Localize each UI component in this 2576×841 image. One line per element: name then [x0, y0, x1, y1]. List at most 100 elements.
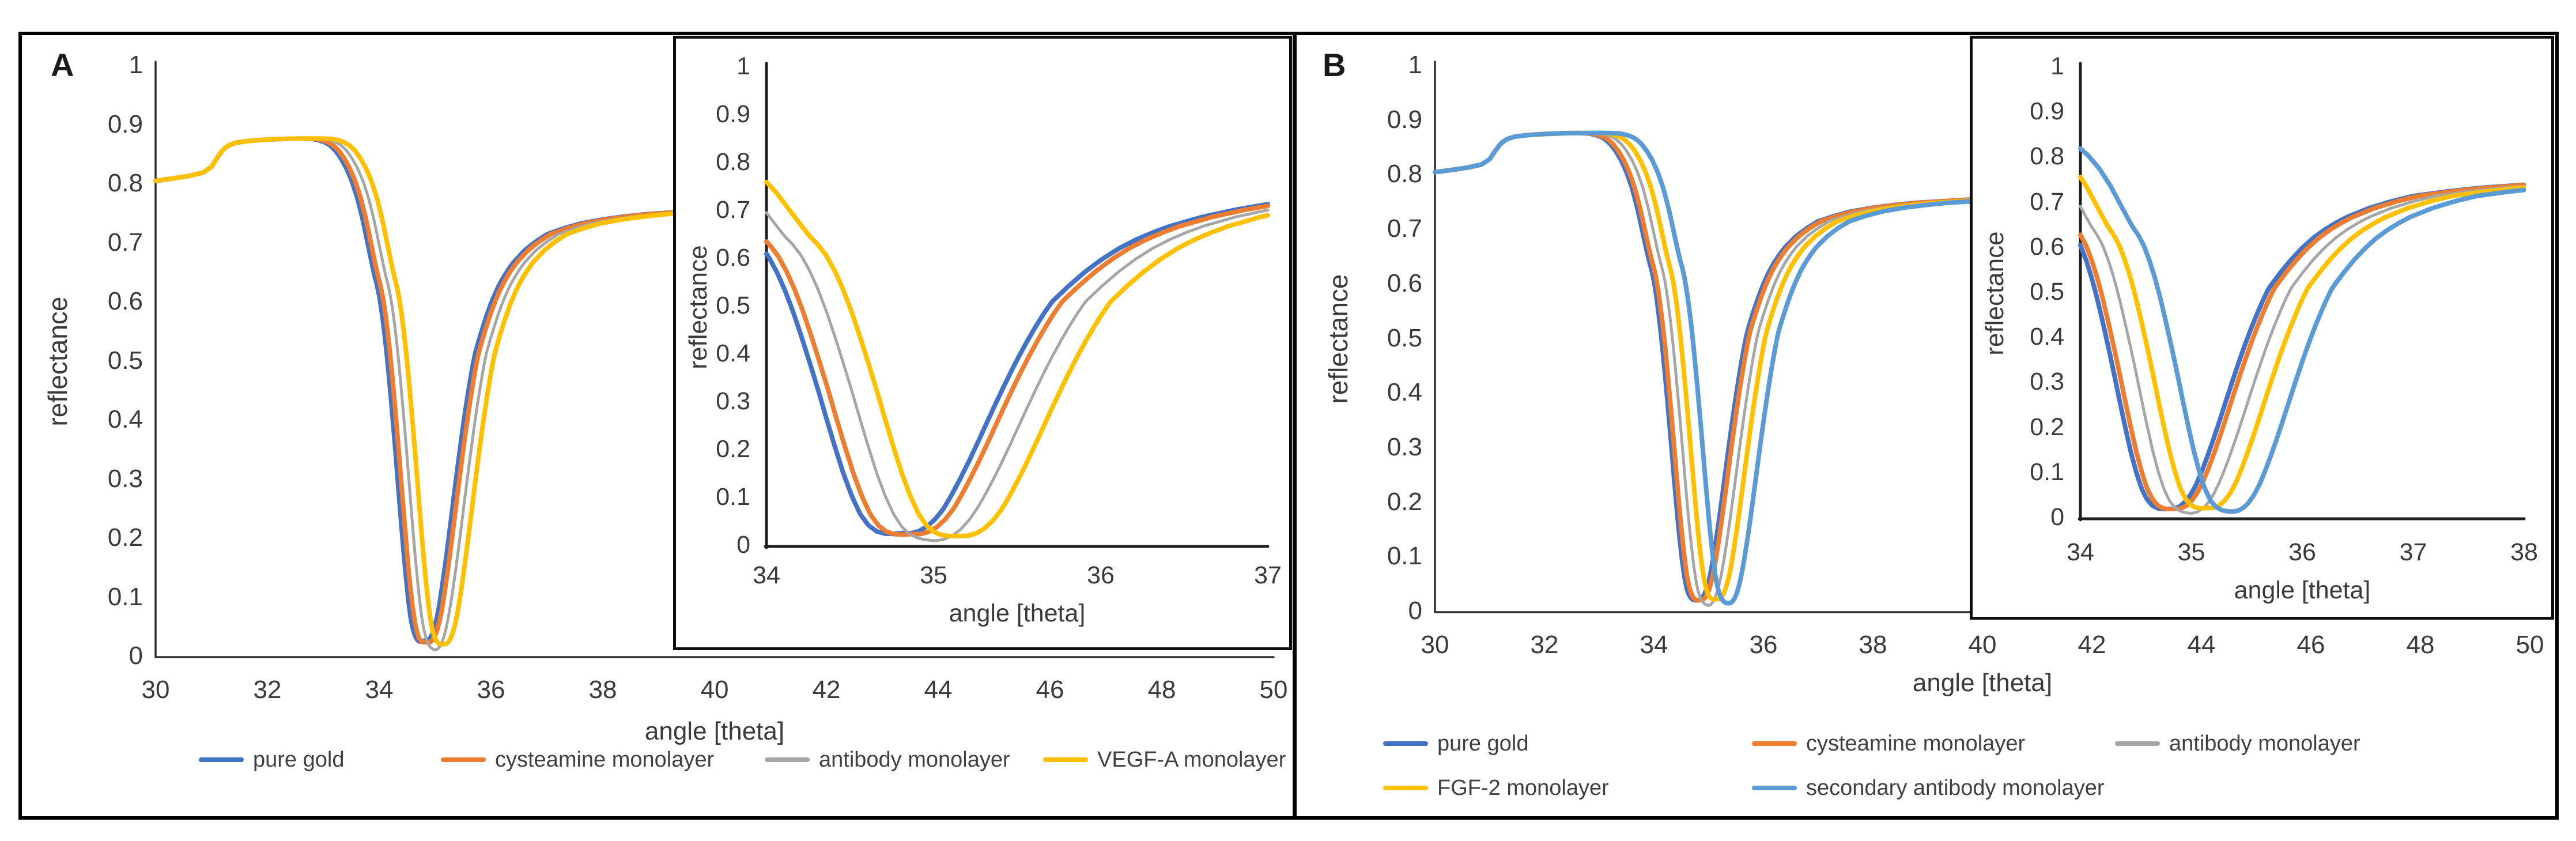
panel-a-inset-y-tick-label: 0.9 — [716, 100, 750, 128]
panel-a-x-tick-label: 36 — [477, 676, 505, 704]
panel-a-x-tick-label: 34 — [365, 676, 394, 704]
panel-a-x-axis-title: angle [theta] — [644, 717, 785, 745]
panel-b-y-tick-label: 0.5 — [1387, 323, 1422, 352]
panel-b-y-tick-label: 0.3 — [1387, 432, 1422, 461]
panel-b-y-tick-label: 0 — [1408, 597, 1422, 625]
panel-a-inset-x-tick-label: 37 — [1254, 561, 1282, 589]
panel-a-y-tick-label: 0.8 — [107, 169, 143, 197]
panel-a-y-tick-label: 0.6 — [107, 287, 143, 315]
panel-a-inset-series-curve-pure-gold — [764, 202, 1270, 537]
panel-a-inset-y-tick-label: 0.8 — [716, 148, 750, 176]
panel-a-x-tick-label: 42 — [812, 676, 841, 704]
panel-a-x-tick-label: 48 — [1147, 676, 1176, 704]
legend-item: antibody monolayer — [2115, 727, 2360, 760]
panel-b-y-tick-label: 0.4 — [1387, 378, 1422, 407]
panel-b-y-tick-label: 1 — [1408, 51, 1422, 79]
panel-a-inset-series-curve-antibody-monolayer — [765, 208, 1270, 542]
panel-a-inset-y-tick-label: 1 — [736, 52, 750, 80]
panel-a-inset-y-tick-label: 0.2 — [716, 435, 750, 463]
panel-b-inset-series-curve-antibody-monolayer — [2079, 184, 2525, 515]
panel-a-inset-x-axis-title: angle [theta] — [949, 599, 1086, 627]
panel-b-inset-y-tick-label: 0.8 — [2030, 142, 2064, 171]
legend-swatch — [2115, 741, 2160, 746]
legend-item: secondary antibody monolayer — [1752, 772, 2105, 804]
legend-swatch — [1752, 741, 1797, 746]
legend-label: antibody monolayer — [2169, 731, 2360, 756]
panel-b-inset-y-tick-label: 0.9 — [2030, 97, 2064, 126]
panel-b-x-tick-label: 44 — [2187, 631, 2216, 659]
panel-b-inset-y-tick-label: 0.2 — [2030, 413, 2064, 441]
legend-swatch — [199, 757, 244, 762]
legend-label: cysteamine monolayer — [1806, 731, 2026, 756]
panel-divider — [1293, 32, 1297, 820]
legend-swatch — [1043, 757, 1088, 762]
panel-b-inset-x-tick-label: 34 — [2067, 538, 2094, 566]
panel-b-y-tick-label: 0.1 — [1387, 542, 1422, 571]
panel-a-inset-y-tick-label: 0.4 — [716, 340, 750, 367]
panel-b-x-tick-label: 32 — [1530, 631, 1559, 659]
panel-b-inset-x-tick-label: 36 — [2288, 538, 2316, 566]
panel-a-x-tick-label: 44 — [924, 676, 953, 704]
legend-label: VEGF-A monolayer — [1097, 747, 1286, 772]
panel-b-x-tick-label: 36 — [1749, 631, 1778, 659]
panel-b-x-tick-label: 48 — [2406, 631, 2435, 659]
panel-b-inset-y-tick-label: 0.4 — [2030, 323, 2064, 351]
panel-a-y-tick-label: 0.3 — [107, 464, 143, 493]
panel-a-y-tick-label: 0.5 — [107, 346, 143, 375]
panel-b-x-tick-label: 40 — [1968, 631, 1997, 659]
panel-a-x-tick-label: 50 — [1259, 676, 1288, 704]
panel-a-x-tick-label: 38 — [588, 676, 617, 704]
figure-border — [18, 32, 2559, 820]
panel-b-inset-series-curve-FGF-2-monolayer — [2078, 175, 2526, 511]
panel-b-y-tick-label: 0.8 — [1387, 160, 1422, 188]
panel-a-y-tick-label: 1 — [129, 51, 143, 79]
panel-a-inset-x-tick-label: 36 — [1087, 561, 1115, 589]
panel-b-inset-series-curve-cysteamine-monolayer — [2078, 183, 2526, 512]
panel-b-x-tick-label: 30 — [1421, 631, 1449, 659]
legend-item: cysteamine monolayer — [1752, 727, 2025, 760]
panel-b-x-tick-label: 46 — [2297, 631, 2325, 659]
panel-b-x-tick-label: 34 — [1640, 631, 1668, 659]
panel-b-inset-y-tick-label: 0.7 — [2030, 187, 2064, 216]
panel-a-inset-series-curve-cysteamine-monolayer — [764, 203, 1270, 537]
panel-a-inset-x-tick-label: 35 — [920, 561, 947, 589]
panel-a-inset-series-curve-VEGF-A-monolayer — [764, 179, 1270, 539]
panel-a-y-tick-label: 0.1 — [107, 582, 143, 611]
panel-a-inset-y-tick-label: 0.1 — [716, 483, 750, 511]
panel-b-inset-series-curve-secondary-antibody-monolayer — [2078, 146, 2526, 514]
legend-item: pure gold — [1383, 727, 1528, 760]
panel-b-x-tick-label: 42 — [2078, 631, 2106, 659]
legend-item: antibody monolayer — [765, 744, 1010, 776]
panel-b-inset-x-tick-label: 37 — [2399, 538, 2427, 566]
panel-b-inset-y-tick-label: 0.5 — [2030, 278, 2064, 306]
legend-swatch — [765, 757, 810, 762]
panel-a-inset-y-tick-label: 0.3 — [716, 387, 750, 415]
panel-a-x-tick-label: 40 — [700, 676, 729, 704]
panel-b-y-tick-label: 0.2 — [1387, 487, 1422, 516]
legend-label: pure gold — [253, 747, 345, 772]
legend-label: FGF-2 monolayer — [1437, 775, 1609, 800]
legend-swatch — [441, 757, 486, 762]
panel-b-label: B — [1323, 47, 1346, 83]
legend-label: secondary antibody monolayer — [1806, 775, 2105, 800]
panel-b-x-tick-label: 38 — [1859, 631, 1887, 659]
panel-a-inset-y-tick-label: 0.7 — [716, 196, 750, 224]
panel-a-y-tick-label: 0.4 — [107, 405, 143, 433]
panel-a-x-tick-label: 30 — [141, 676, 170, 704]
panel-a-x-tick-label: 46 — [1036, 676, 1064, 704]
panel-b-x-axis-title: angle [theta] — [1912, 669, 2053, 697]
legend-label: cysteamine monolayer — [495, 747, 715, 772]
panel-b-inset-x-tick-label: 38 — [2510, 538, 2538, 566]
legend-item: VEGF-A monolayer — [1043, 744, 1286, 776]
panel-b-x-tick-label: 50 — [2515, 631, 2544, 659]
panel-a-y-tick-label: 0.2 — [107, 523, 143, 552]
legend-swatch — [1383, 786, 1428, 790]
panel-b-y-tick-label: 0.6 — [1387, 269, 1422, 297]
legend-swatch — [1383, 741, 1428, 746]
legend-label: pure gold — [1437, 731, 1529, 756]
panel-b-inset-box — [1970, 36, 2554, 620]
panel-b-inset-x-axis-title: angle [theta] — [2234, 576, 2371, 604]
